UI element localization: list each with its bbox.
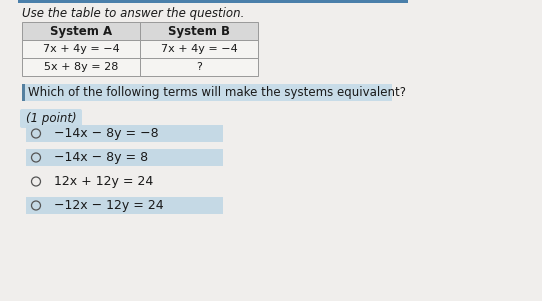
FancyBboxPatch shape xyxy=(140,40,258,58)
FancyBboxPatch shape xyxy=(22,22,140,40)
FancyBboxPatch shape xyxy=(26,125,223,142)
FancyBboxPatch shape xyxy=(20,109,82,128)
FancyBboxPatch shape xyxy=(140,58,258,76)
Text: −14x − 8y = −8: −14x − 8y = −8 xyxy=(54,127,159,140)
FancyBboxPatch shape xyxy=(26,149,223,166)
Text: Use the table to answer the question.: Use the table to answer the question. xyxy=(22,8,244,20)
Text: ?: ? xyxy=(196,62,202,72)
FancyBboxPatch shape xyxy=(22,40,140,58)
Bar xyxy=(22,84,25,101)
Text: Which of the following terms will make the systems equivalent?: Which of the following terms will make t… xyxy=(28,86,406,99)
Text: (1 point): (1 point) xyxy=(25,112,76,125)
Text: 12x + 12y = 24: 12x + 12y = 24 xyxy=(54,175,153,188)
Bar xyxy=(22,84,392,101)
Text: System A: System A xyxy=(50,24,112,38)
Text: −12x − 12y = 24: −12x − 12y = 24 xyxy=(54,199,164,212)
Text: System B: System B xyxy=(168,24,230,38)
Text: 7x + 4y = −4: 7x + 4y = −4 xyxy=(160,44,237,54)
FancyBboxPatch shape xyxy=(140,22,258,40)
Text: 7x + 4y = −4: 7x + 4y = −4 xyxy=(43,44,119,54)
FancyBboxPatch shape xyxy=(26,197,223,214)
Text: −14x − 8y = 8: −14x − 8y = 8 xyxy=(54,151,148,164)
Bar xyxy=(18,0,408,3)
Text: 5x + 8y = 28: 5x + 8y = 28 xyxy=(44,62,118,72)
FancyBboxPatch shape xyxy=(22,58,140,76)
